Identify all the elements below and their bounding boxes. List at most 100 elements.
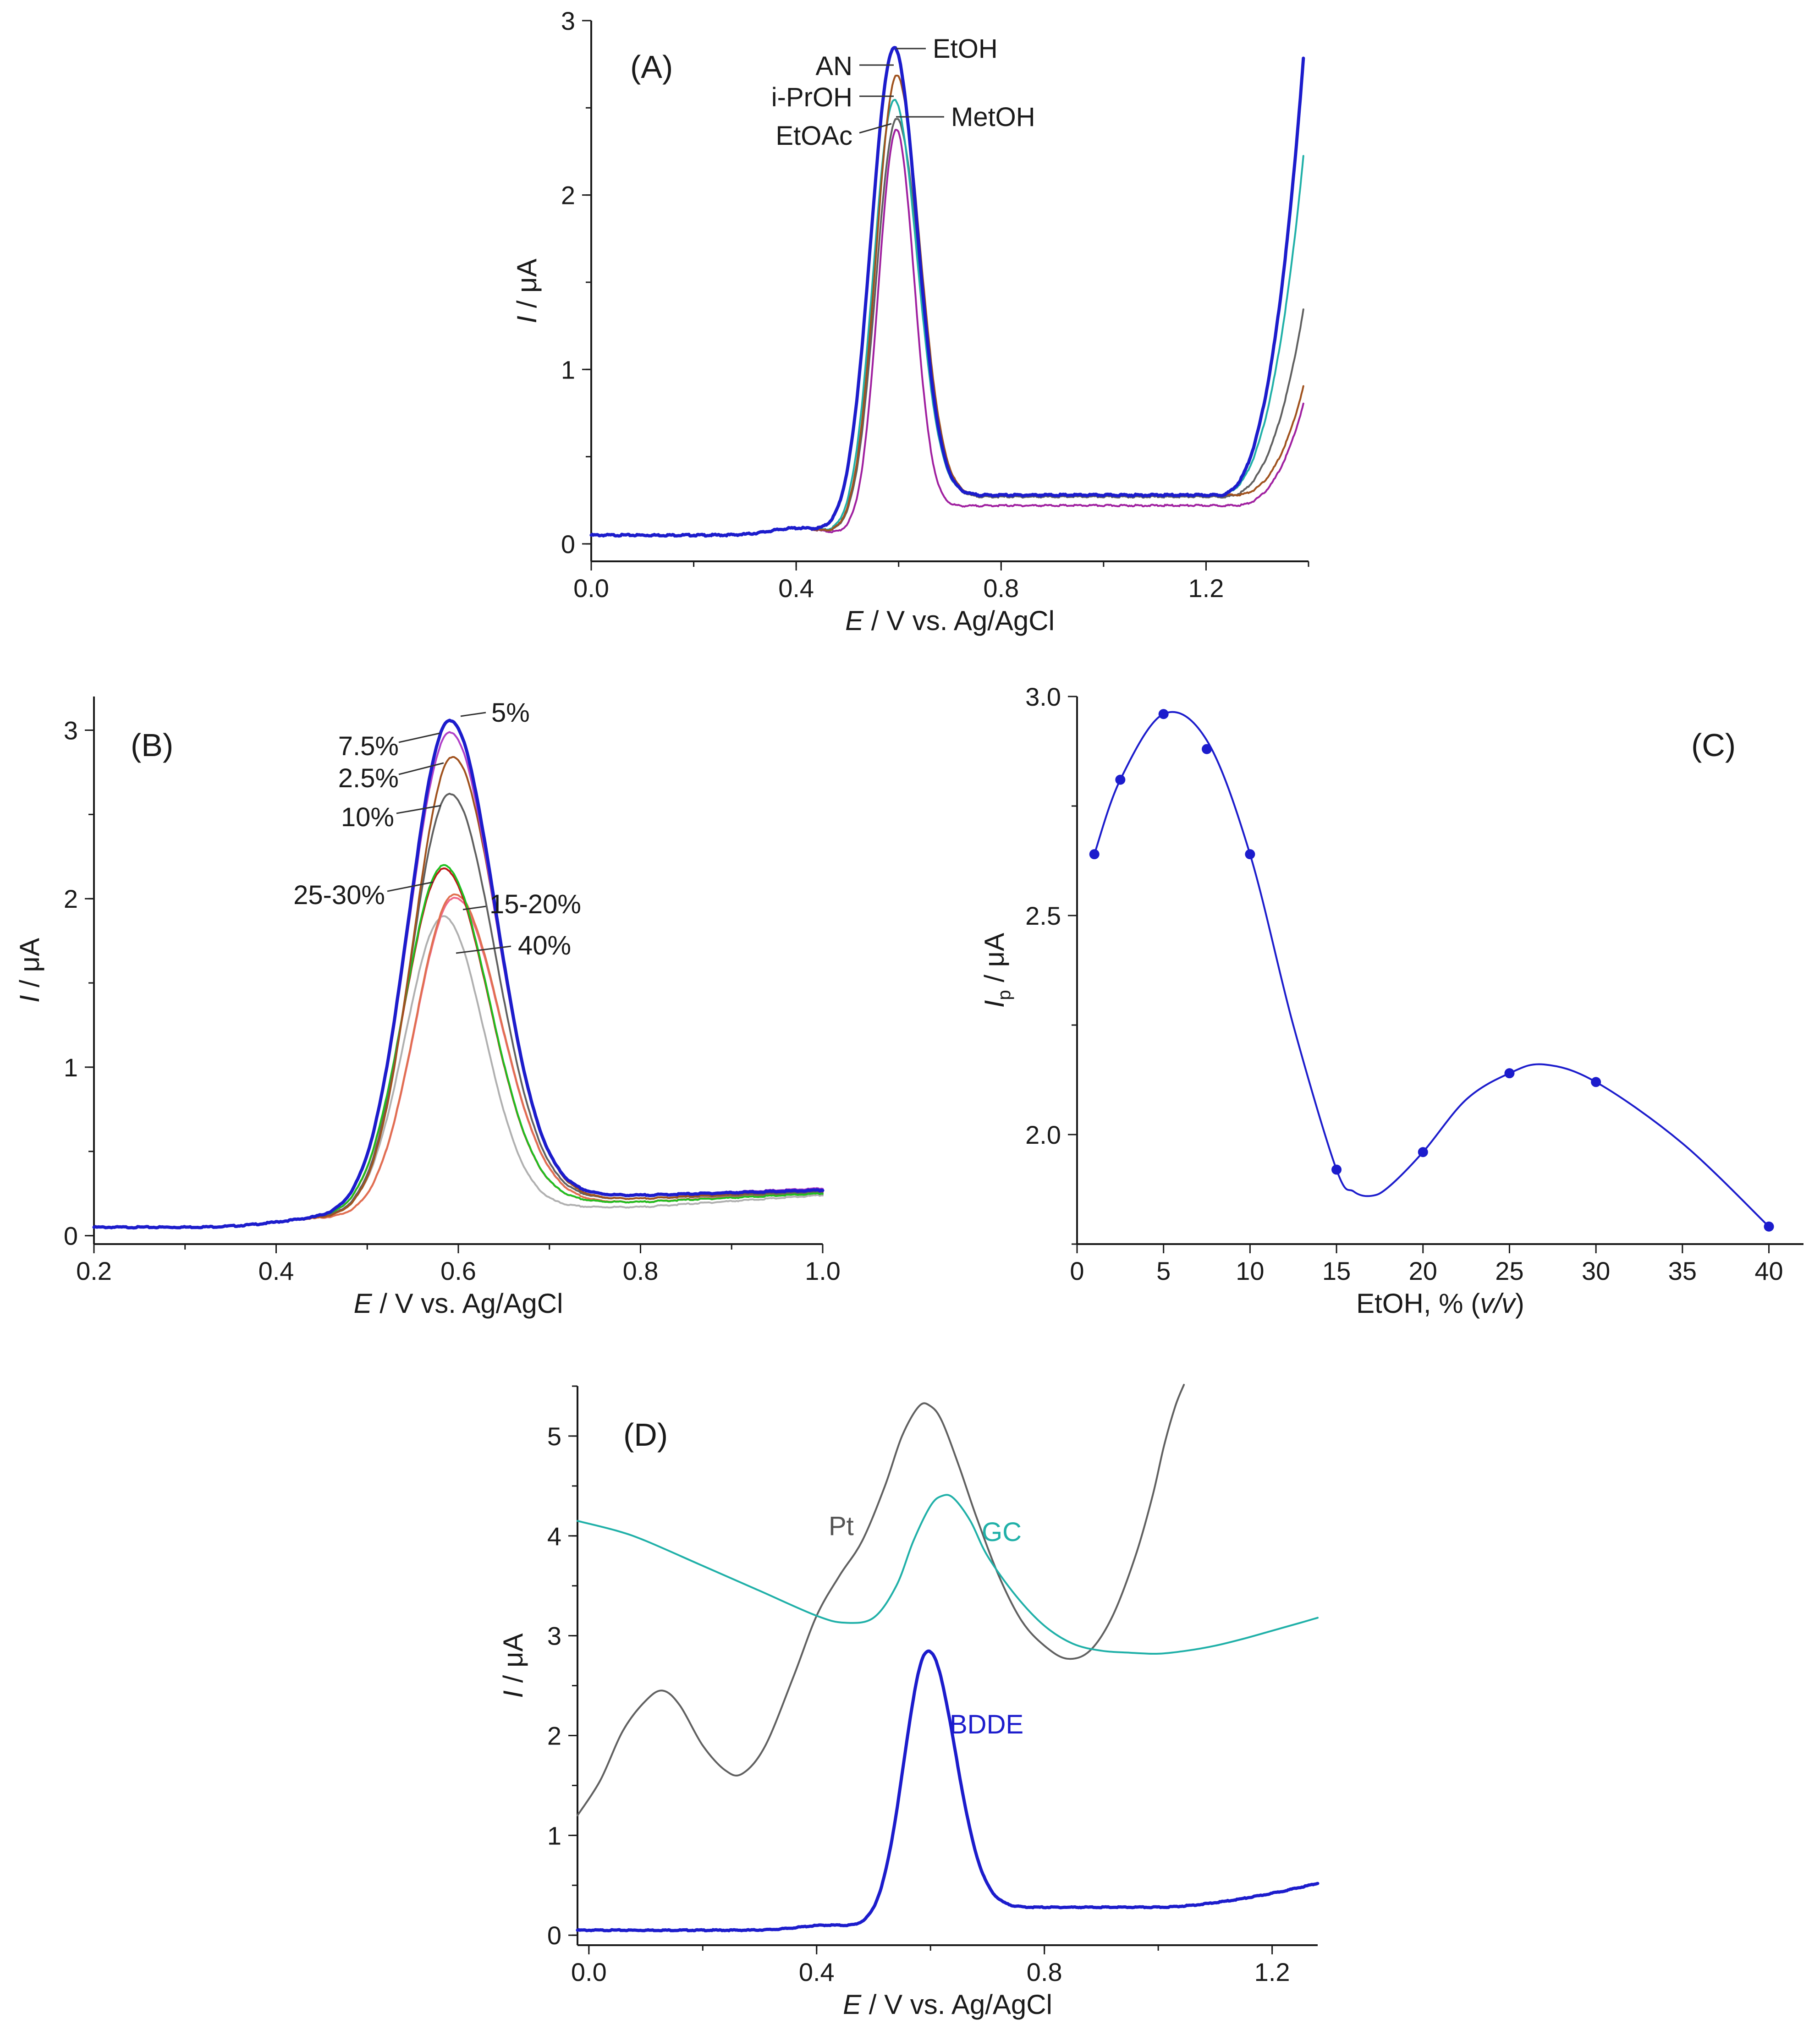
annotation-metoh: MetOH xyxy=(951,102,1035,132)
annotation-leader-5 xyxy=(460,712,486,717)
x-tick-label: 0.4 xyxy=(799,1958,835,1986)
panel-c-y-axis-label: Ip / μA xyxy=(979,933,1014,1008)
y-tick-label: 3 xyxy=(547,1622,561,1651)
series-line-30- xyxy=(93,867,824,1229)
x-tick-label: 0.4 xyxy=(778,574,814,603)
series-line-5- xyxy=(92,719,825,1230)
panel-b: 0.2 0.4 0.6 0.8 1.0 0 1 2 3 E / V vs. Ag/AgCl I / … xyxy=(14,697,841,1319)
y-tick-label: 1 xyxy=(547,1821,561,1850)
panel-c-label: (C) xyxy=(1691,727,1736,763)
annotation-leader-7-5 xyxy=(398,732,440,743)
x-tick-label: 15 xyxy=(1322,1256,1351,1285)
panel-d-x-axis-label: E / V vs. Ag/AgCl xyxy=(843,1989,1052,2020)
series-line-10- xyxy=(93,793,824,1229)
series-line-15- xyxy=(93,893,824,1229)
x-tick-label: 30 xyxy=(1582,1256,1610,1285)
panel-d: 0.0 0.4 0.8 1.2 0 1 2 3 4 5 E / V vs. Ag/AgCl I / μ… xyxy=(498,1384,1320,2020)
x-tick-label: 20 xyxy=(1409,1256,1437,1285)
x-tick-label: 1.2 xyxy=(1254,1958,1290,1986)
x-tick-label: 35 xyxy=(1668,1256,1697,1285)
annotation-iproh: i-PrOH xyxy=(771,82,852,112)
annotation-2-5pct: 2.5% xyxy=(338,763,399,793)
panel-c-curves xyxy=(1089,709,1774,1232)
series-line-ip-vs-etoh xyxy=(1093,711,1770,1228)
series-line-pt xyxy=(577,1384,1185,1816)
panel-d-curves xyxy=(576,1384,1320,1932)
x-tick-label: 0.2 xyxy=(76,1256,112,1285)
x-tick-label: 0 xyxy=(1070,1256,1084,1285)
annotation-etoac: EtOAc xyxy=(775,121,852,151)
data-point xyxy=(1418,1147,1428,1157)
annotation-25-30pct: 25-30% xyxy=(293,880,385,910)
data-point xyxy=(1331,1164,1342,1175)
annotation-7-5pct: 7.5% xyxy=(338,731,399,761)
x-tick-label: 0.6 xyxy=(440,1256,476,1285)
series-line-40- xyxy=(93,915,824,1229)
series-line-7-5- xyxy=(93,731,824,1229)
data-point xyxy=(1764,1221,1774,1232)
data-point xyxy=(1158,709,1169,719)
x-tick-label: 0.8 xyxy=(983,574,1019,603)
panel-c-axes: 0 5 10 15 20 25 30 35 40 2.0 2.5 3.0 EtOH, % (v/v) Ip… xyxy=(979,682,1804,1319)
series-line-bdde xyxy=(576,1649,1320,1932)
annotation-leader-etoac xyxy=(859,123,892,134)
series-line-etoh xyxy=(589,46,1305,538)
panel-a-label: (A) xyxy=(630,49,673,85)
y-tick-label: 2.0 xyxy=(1025,1120,1061,1149)
panel-a-curves xyxy=(589,46,1305,538)
y-tick-label: 2 xyxy=(561,181,575,210)
panel-c: 0 5 10 15 20 25 30 35 40 2.0 2.5 3.0 EtOH, % (v/v) Ip… xyxy=(979,682,1804,1319)
annotation-5pct: 5% xyxy=(491,698,530,728)
y-tick-label: 1 xyxy=(561,355,575,384)
y-tick-label: 2 xyxy=(547,1722,561,1750)
panel-b-axes: 0.2 0.4 0.6 0.8 1.0 0 1 2 3 E / V vs. Ag/AgCl I / … xyxy=(14,697,841,1319)
panel-b-label: (B) xyxy=(131,727,173,763)
x-tick-label: 5 xyxy=(1156,1256,1171,1285)
annotation-leader-15-20 xyxy=(462,905,486,911)
x-tick-label: 0.8 xyxy=(623,1256,659,1285)
data-point xyxy=(1202,744,1212,754)
data-point xyxy=(1115,774,1126,785)
annotation-leader-40 xyxy=(456,945,511,954)
x-tick-label: 1.2 xyxy=(1188,574,1224,603)
panel-a-axes: 0.0 0.4 0.8 1.2 0 1 2 3 E / V vs. Ag/AgCl I / μA xyxy=(511,6,1309,636)
panel-d-label: (D) xyxy=(623,1417,668,1453)
annotation-10pct: 10% xyxy=(341,802,394,832)
series-line-gc xyxy=(577,1494,1319,1655)
y-tick-label: 4 xyxy=(547,1522,561,1551)
y-tick-label: 0 xyxy=(547,1921,561,1950)
y-tick-label: 2 xyxy=(64,884,78,913)
series-line-25- xyxy=(93,864,824,1229)
panel-d-axes: 0.0 0.4 0.8 1.2 0 1 2 3 4 5 E / V vs. Ag/AgCl I / μ… xyxy=(498,1385,1318,2020)
panel-a-y-axis-label: I / μA xyxy=(511,258,542,323)
x-tick-label: 25 xyxy=(1495,1256,1523,1285)
x-tick-label: 0.4 xyxy=(258,1256,294,1285)
annotation-gc: GC xyxy=(982,1517,1022,1547)
y-tick-label: 0 xyxy=(561,530,575,559)
series-line-20- xyxy=(93,897,824,1229)
data-point xyxy=(1504,1068,1515,1079)
panel-b-y-axis-label: I / μA xyxy=(14,938,45,1003)
y-tick-label: 0 xyxy=(64,1222,78,1251)
x-tick-label: 0.0 xyxy=(573,574,609,603)
x-tick-label: 1.0 xyxy=(805,1256,841,1285)
y-tick-label: 1 xyxy=(64,1053,78,1082)
panel-a-x-axis-label: E / V vs. Ag/AgCl xyxy=(845,605,1055,636)
data-point xyxy=(1089,849,1100,860)
panel-b-curves xyxy=(92,719,825,1230)
annotation-etoh: EtOH xyxy=(933,34,998,64)
x-tick-label: 40 xyxy=(1754,1256,1783,1285)
annotation-an: AN xyxy=(815,51,852,81)
y-tick-label: 2.5 xyxy=(1025,901,1061,930)
panel-c-x-axis-label: EtOH, % (v/v) xyxy=(1356,1288,1524,1319)
x-tick-label: 10 xyxy=(1236,1256,1264,1285)
series-line-metoh xyxy=(590,118,1304,537)
annotation-leader-10 xyxy=(396,805,441,814)
annotation-bdde: BDDE xyxy=(950,1710,1023,1739)
annotation-leader-2-5 xyxy=(398,762,444,775)
data-point xyxy=(1245,849,1255,860)
y-tick-label: 5 xyxy=(547,1422,561,1451)
x-tick-label: 0.8 xyxy=(1027,1958,1062,1986)
